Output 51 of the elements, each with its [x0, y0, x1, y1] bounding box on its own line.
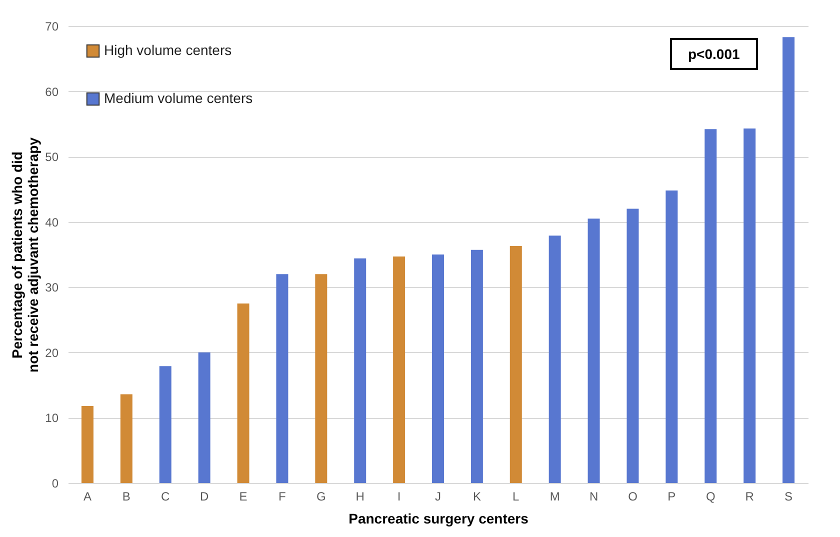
bar — [198, 352, 210, 483]
x-tick-label: F — [278, 490, 286, 504]
x-tick-label: G — [316, 490, 326, 504]
x-tick-label: I — [397, 490, 401, 504]
y-tick-label: 70 — [45, 20, 59, 34]
bar — [432, 254, 444, 483]
legend-label: Medium volume centers — [104, 90, 253, 106]
bar — [237, 303, 250, 483]
y-tick-label: 10 — [45, 411, 59, 426]
x-tick-label: A — [83, 490, 92, 504]
bar — [81, 406, 94, 483]
x-tick-label: L — [512, 490, 520, 504]
x-tick-label: J — [435, 490, 441, 504]
x-tick-label: O — [628, 490, 638, 504]
y-tick-label: 0 — [52, 476, 59, 490]
bar — [315, 274, 328, 483]
x-tick-label: N — [589, 490, 598, 504]
bar — [470, 250, 483, 483]
bar — [626, 208, 639, 483]
x-tick-label: Q — [706, 490, 716, 504]
legend-label: High volume centers — [104, 42, 232, 58]
bar — [120, 394, 132, 483]
bar — [704, 129, 717, 483]
bar — [588, 218, 600, 483]
x-tick-label: H — [356, 490, 364, 504]
y-tick-label: 60 — [45, 84, 59, 99]
y-tick-label: 40 — [45, 215, 59, 230]
bar — [276, 274, 288, 483]
x-tick-label: B — [122, 490, 130, 504]
y-tick-label: 20 — [45, 346, 59, 360]
y-tick-label: 50 — [45, 150, 59, 164]
bar — [744, 128, 756, 483]
x-axis-title: Pancreatic surgery centers — [348, 510, 529, 526]
bar — [510, 246, 522, 483]
y-tick-label: 30 — [45, 280, 59, 295]
bar — [159, 366, 172, 483]
y-axis-title: Percentage of patients who did not receive adjuvant chemotherapy — [9, 137, 42, 372]
bar — [354, 258, 366, 483]
bar — [782, 37, 795, 483]
x-tick-label: K — [472, 490, 481, 504]
x-tick-label: R — [745, 490, 754, 504]
x-tick-label: M — [550, 490, 560, 504]
bar — [666, 190, 678, 483]
bar — [393, 256, 406, 483]
x-tick-label: P — [668, 490, 676, 504]
bar — [548, 236, 561, 483]
x-tick-label: C — [161, 490, 170, 504]
x-tick-label: S — [784, 490, 793, 504]
x-tick-label: D — [200, 490, 209, 504]
annotation: p<0.001 — [670, 38, 758, 70]
x-tick-label: E — [239, 490, 248, 504]
